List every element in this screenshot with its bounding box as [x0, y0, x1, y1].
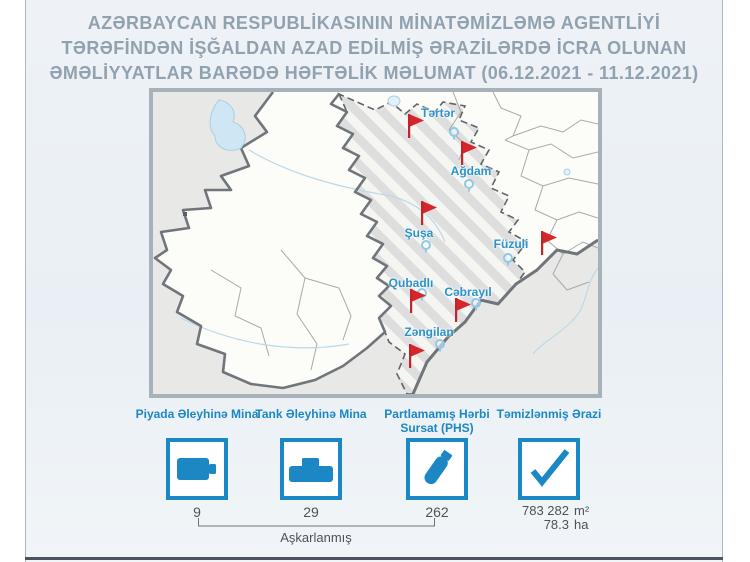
town-label: Qubadlı [388, 276, 434, 290]
town-flag-icon [461, 141, 477, 165]
town-flag-icon [409, 344, 425, 368]
detected-bracket [198, 518, 435, 527]
legend-icon-box [518, 438, 580, 500]
town-flag-icon [455, 298, 471, 322]
town-flag-icon [541, 231, 557, 255]
town-label: Cəbrayıl [444, 285, 492, 299]
town-label: Zəngilan [404, 325, 454, 339]
legend-item-cleared-area: Təmizlənmiş Ərazi 783 282 m² 78.3 ha [483, 407, 615, 532]
legend-icon-box [406, 438, 468, 500]
area-m2-unit: m² [574, 503, 590, 518]
town-pin-icon [464, 179, 474, 192]
detected-label: Aşkarlanmış [280, 530, 352, 545]
title-line-2: TƏRƏFİNDƏN İŞĞALDAN AZAD EDİLMİŞ ƏRAZİLƏ… [61, 38, 687, 58]
town-label: Tərtər [420, 106, 456, 120]
content-frame: AZƏRBAYCAN RESPUBLİKASININ MİNATƏMİZLƏMƏ… [25, 0, 723, 562]
area-ha-value: 78.3 [543, 517, 569, 532]
legend-label: Piyada Əleyhinə Mina [135, 407, 259, 421]
town-flag-icon [410, 289, 426, 313]
town-flag-icon [421, 201, 437, 225]
town-pin-icon [435, 339, 445, 352]
legend-count: 262 [425, 504, 449, 520]
armenia-border [153, 92, 393, 390]
district-borders [210, 92, 598, 371]
town-pin-icon [503, 253, 513, 266]
legend-icon-box [166, 438, 228, 500]
pond-shape-2 [563, 168, 571, 176]
legend-count: 9 [193, 504, 201, 520]
legend-label: Təmizlənmiş Ərazi [496, 407, 602, 421]
town-pin-icon [471, 298, 481, 311]
pond-shape [387, 95, 401, 107]
town-pin-icon [449, 127, 459, 140]
checkmark-icon [530, 449, 570, 487]
title-line-3: ƏMƏLİYYATLAR BARƏDƏ HƏFTƏLİK MƏLUMAT (06… [49, 63, 699, 83]
area-m2-value: 783 282 [522, 503, 569, 518]
lake-shape [209, 99, 246, 151]
footer-bar [25, 557, 723, 560]
town-label: Füzuli [493, 237, 529, 251]
town-pin-icon [421, 240, 431, 253]
legend-label: Tank Əleyhinə Mina [255, 407, 367, 421]
legend-item-uxo: Partlamamış Hərbi Sursat (PHS) 262 [371, 407, 503, 520]
city-dot [183, 212, 187, 216]
anti-tank-mine-icon [289, 458, 333, 482]
map-graphic [153, 92, 598, 394]
legend: Piyada Əleyhinə Mina 9 Tank Əleyhinə Min… [26, 400, 724, 558]
legend-count: 29 [303, 504, 319, 520]
page-title: AZƏRBAYCAN RESPUBLİKASININ MİNATƏMİZLƏMƏ… [26, 11, 722, 86]
uxo-bomb-icon [424, 450, 453, 485]
town-flag-icon [408, 114, 424, 138]
map-panel: Tərtər Ağdam Şuşa Füzuli Qubadlı Cəbrayıl Zəng… [149, 88, 602, 398]
cleared-area-values: 783 282 m² 78.3 ha [483, 504, 615, 532]
town-label: Ağdam [450, 164, 492, 178]
title-line-1: AZƏRBAYCAN RESPUBLİKASININ MİNATƏMİZLƏMƏ… [87, 13, 661, 33]
town-label: Şuşa [404, 226, 434, 240]
legend-item-anti-tank-mine: Tank Əleyhinə Mina 29 [245, 407, 377, 520]
legend-item-anti-personnel-mine: Piyada Əleyhinə Mina 9 [131, 407, 263, 520]
anti-personnel-mine-icon [177, 458, 216, 480]
legend-label: Partlamamış Hərbi Sursat (PHS) [384, 407, 490, 435]
legend-icon-box [280, 438, 342, 500]
area-ha-unit: ha [574, 517, 589, 532]
